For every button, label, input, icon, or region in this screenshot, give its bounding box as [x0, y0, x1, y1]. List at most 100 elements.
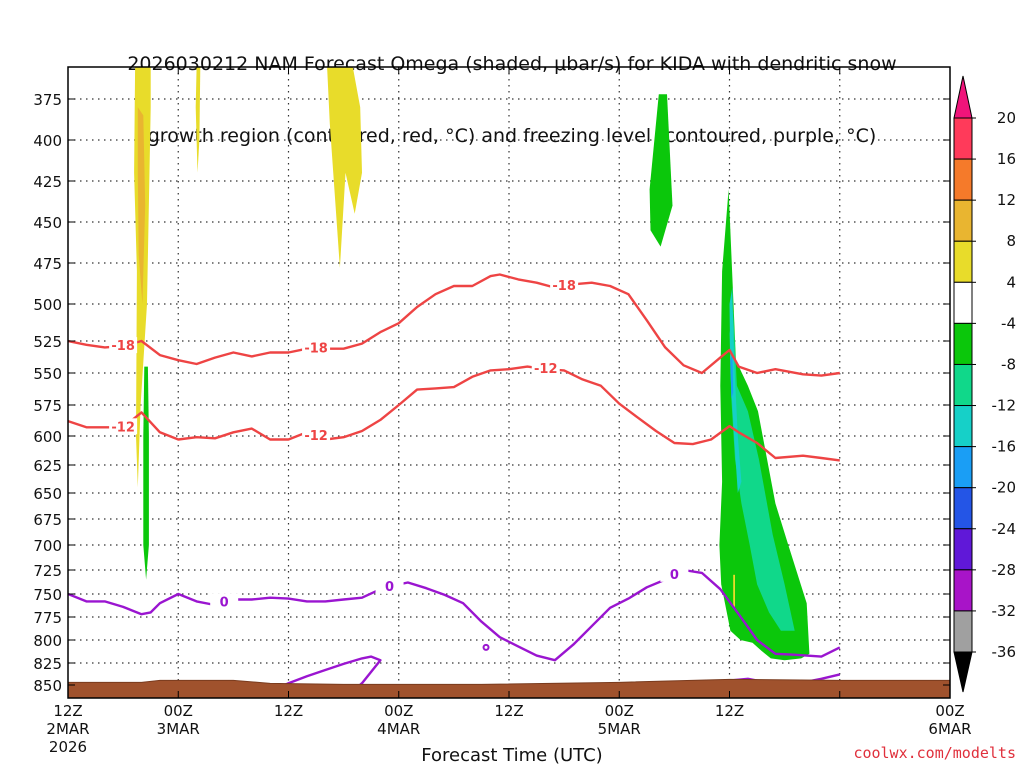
- y-tick-label: 600: [33, 428, 62, 446]
- colorbar-label: -20: [992, 479, 1017, 497]
- y-tick-label: 500: [33, 296, 62, 314]
- dgz-minus18-label-bg: [302, 339, 331, 356]
- y-tick-label: 650: [33, 485, 62, 503]
- dgz-minus18-label: -18: [111, 339, 135, 354]
- colorbar-label: 16: [997, 150, 1016, 168]
- colorbar-swatch: [953, 158, 973, 201]
- x-tick-label-time: 00Z: [384, 702, 413, 720]
- colorbar-swatch: [953, 322, 973, 365]
- freezing-level-main-label-bg: [210, 593, 239, 610]
- omega-patch-negative-medium: [729, 311, 795, 631]
- x-tick-label-date: 5MAR: [598, 720, 641, 738]
- omega-patch-positive: [327, 67, 362, 268]
- dgz-minus18-label: -18: [304, 342, 328, 357]
- colorbar-swatch: [953, 117, 973, 160]
- colorbar-top-arrow: [953, 75, 973, 119]
- y-tick-label: 575: [33, 397, 62, 415]
- x-tick-label-time: 12Z: [715, 702, 744, 720]
- y-tick-label: 425: [33, 173, 62, 191]
- colorbar-label: -36: [992, 643, 1017, 661]
- x-tick-label-time: 00Z: [935, 702, 964, 720]
- omega-shading: [134, 67, 810, 661]
- colorbar-swatch: [953, 610, 973, 653]
- freezing-level-main-label-bg: [660, 565, 689, 582]
- x-tick-label-time: 12Z: [494, 702, 523, 720]
- colorbar-label: -8: [1001, 355, 1016, 373]
- omega-patch-negative: [649, 94, 673, 247]
- credit-text: coolwx.com/modelts: [853, 744, 1016, 762]
- colorbar-label: -32: [992, 602, 1017, 620]
- omega-patch-negative-strongest: [730, 353, 734, 399]
- freezing-level-main-label: 0: [670, 568, 679, 583]
- colorbar-swatch: [953, 281, 973, 324]
- dgz-minus12-label-bg: [302, 427, 331, 443]
- colorbar-label: -12: [992, 397, 1017, 415]
- x-tick-label-time: 00Z: [605, 702, 634, 720]
- x-tick-label-time: 12Z: [53, 702, 82, 720]
- colorbar-swatch: [953, 528, 973, 571]
- colorbar-swatch: [953, 405, 973, 448]
- y-tick-label: 725: [33, 562, 62, 580]
- y-tick-label: 850: [33, 677, 62, 695]
- y-tick-label: 525: [33, 333, 62, 351]
- y-tick-label: 775: [33, 609, 62, 627]
- omega-patch-negative: [143, 366, 149, 580]
- y-tick-label: 550: [33, 365, 62, 383]
- colorbar-swatch: [953, 487, 973, 530]
- x-tick-label-date: 3MAR: [157, 720, 200, 738]
- freezing-level-main-line: [68, 568, 841, 662]
- dgz-minus12-label-bg: [531, 360, 560, 377]
- freezing-level-main-label: 0: [220, 595, 229, 610]
- dgz-minus18-line: [68, 273, 840, 377]
- freezing-level-main-label-bg: [375, 577, 404, 594]
- x-tick-label-time: 12Z: [274, 702, 303, 720]
- y-tick-label: 700: [33, 537, 62, 555]
- x-tick-label-date: 2MAR: [46, 720, 89, 738]
- dgz-minus18-label-bg: [550, 276, 579, 293]
- colorbar-label: 20: [997, 109, 1016, 127]
- colorbar-swatch: [953, 446, 973, 489]
- colorbar-label: -24: [992, 520, 1017, 538]
- y-tick-label: 475: [33, 255, 62, 273]
- dgz-minus12-line: [68, 365, 840, 462]
- y-axis: 375 400 425 450 475 500 525 550 575 600 625 650 675 7…: [33, 91, 950, 695]
- omega-patch-positive: [195, 67, 201, 173]
- x-tick-label-time: 00Z: [164, 702, 193, 720]
- y-tick-label: 800: [33, 632, 62, 650]
- colorbar-label: 4: [1006, 273, 1016, 291]
- x-tick-label-date: 4MAR: [377, 720, 420, 738]
- y-tick-label: 400: [33, 132, 62, 150]
- y-tick-label: 625: [33, 457, 62, 475]
- y-tick-label: 750: [33, 586, 62, 604]
- x-tick-label-date: 6MAR: [928, 720, 971, 738]
- dgz-minus18-label-bg: [109, 337, 138, 354]
- y-tick-label: 375: [33, 91, 62, 109]
- colorbar-swatch: [953, 199, 973, 242]
- freezing-level-main-label: 0: [385, 580, 394, 595]
- colorbar-label: -16: [992, 438, 1017, 456]
- colorbar: 20 16 12 8 4 -4 -8 -12 -16 -20 -24 -28 -32 -36: [953, 75, 1017, 693]
- colorbar-label: 12: [997, 191, 1016, 209]
- y-tick-label: 450: [33, 214, 62, 232]
- colorbar-swatch: [953, 363, 973, 407]
- chart-title-line-1: 2026030212 NAM Forecast Omega (shaded, μ…: [127, 53, 897, 75]
- dgz-minus12-label: -12: [111, 420, 135, 435]
- freezing-level-low-line: [269, 655, 382, 693]
- colorbar-bottom-arrow: [953, 651, 973, 693]
- x-tick-label-year: 2026: [49, 738, 87, 756]
- omega-patch-negative: [719, 189, 810, 661]
- omega-patch-positive: [733, 574, 735, 608]
- dgz-minus12-label-bg: [109, 418, 138, 435]
- colorbar-swatch: [953, 240, 973, 283]
- y-tick-label: 825: [33, 655, 62, 673]
- y-tick-label: 675: [33, 511, 62, 529]
- omega-patch-positive-strong: [137, 107, 146, 304]
- freezing-level-dot: [482, 643, 490, 651]
- dgz-minus12-label: -12: [534, 362, 558, 377]
- x-axis-title: Forecast Time (UTC): [421, 745, 603, 766]
- colorbar-swatch: [953, 569, 973, 612]
- colorbar-label: -4: [1001, 314, 1016, 332]
- colorbar-label: -28: [992, 561, 1017, 579]
